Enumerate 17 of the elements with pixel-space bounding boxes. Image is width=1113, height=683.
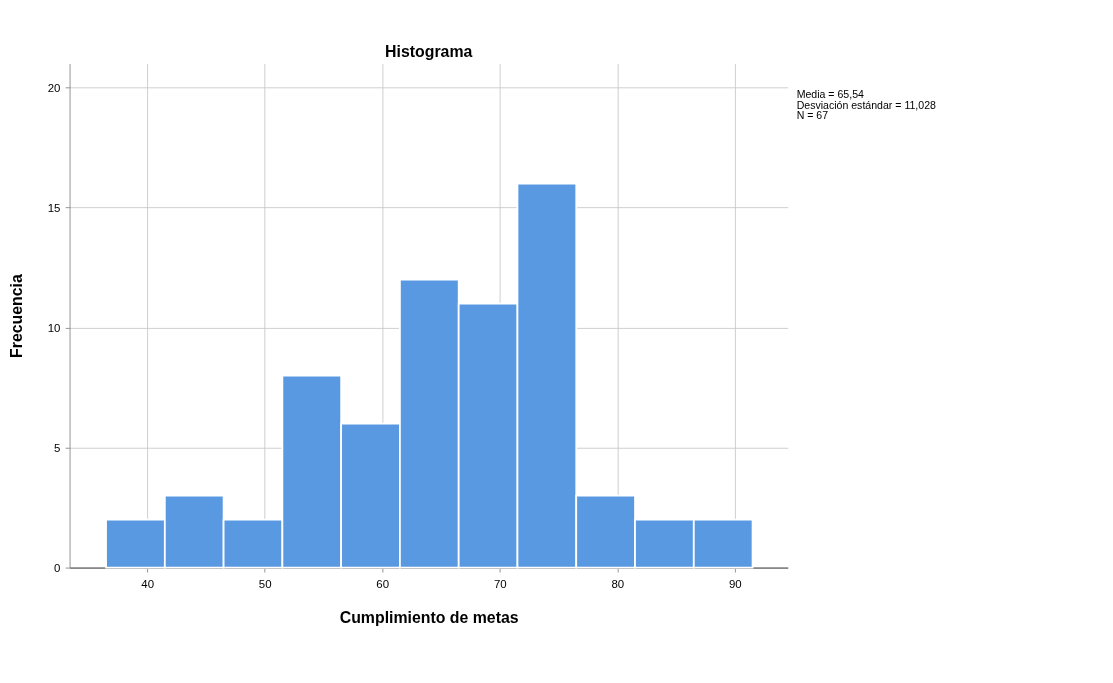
text: Media = 65,54 <box>796 87 864 100</box>
chart-title: Histograma <box>385 42 473 60</box>
x-axis-title: Cumplimiento de metas <box>339 608 519 626</box>
x-tick-label: 60 <box>376 578 390 591</box>
text: Desviación estándar = 11,028 <box>796 98 937 111</box>
x-tick-label: 70 <box>493 578 507 591</box>
x-tick-label: 80 <box>611 578 625 591</box>
text: N = 67 <box>796 109 829 122</box>
y-tick-label: 15 <box>47 201 61 214</box>
y-axis-title: Frecuencia <box>8 274 26 358</box>
x-tick-label: 40 <box>141 578 155 591</box>
y-tick-label: 0 <box>53 561 61 574</box>
y-tick-label: 20 <box>47 81 61 94</box>
y-tick-label: 5 <box>53 441 61 454</box>
x-tick-label: 50 <box>258 578 272 591</box>
y-tick-label: 10 <box>47 321 61 334</box>
x-tick-label: 90 <box>729 578 742 591</box>
